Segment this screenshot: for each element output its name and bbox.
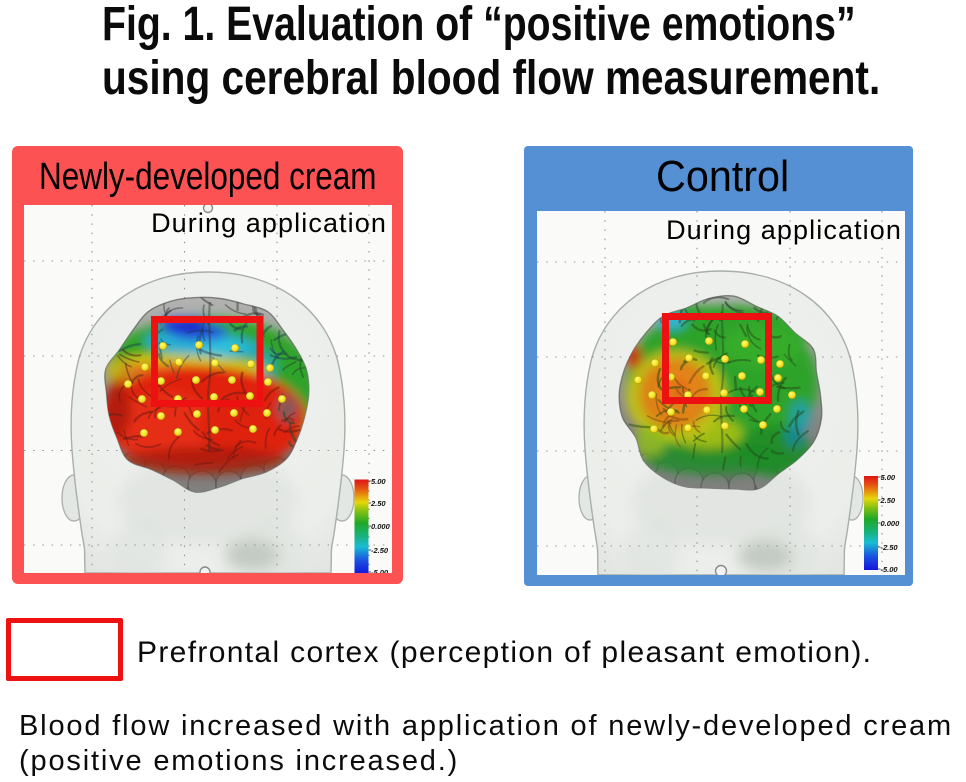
svg-text:0.000: 0.000 xyxy=(371,522,391,531)
svg-text:-2.50: -2.50 xyxy=(881,543,899,552)
svg-text:-2.50: -2.50 xyxy=(371,546,389,555)
svg-text:5.00: 5.00 xyxy=(371,477,386,486)
svg-text:2.50: 2.50 xyxy=(880,496,896,505)
svg-text:-5.00: -5.00 xyxy=(881,565,899,574)
svg-text:0.000: 0.000 xyxy=(881,519,901,528)
svg-text:2.50: 2.50 xyxy=(370,499,386,508)
svg-text:5.00: 5.00 xyxy=(881,473,896,482)
svg-text:-5.00: -5.00 xyxy=(371,568,389,573)
